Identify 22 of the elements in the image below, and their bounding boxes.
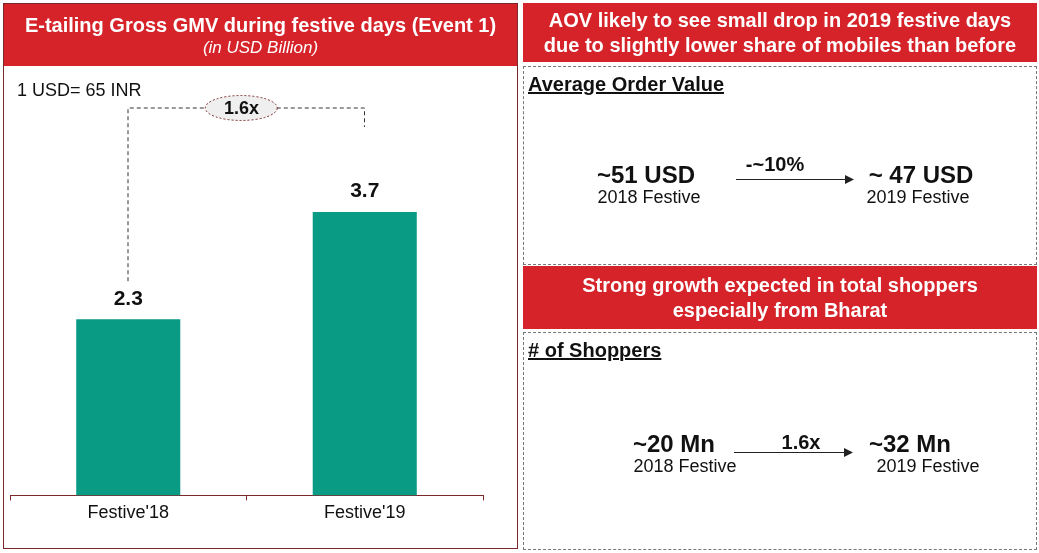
text: ~32 Mn xyxy=(868,430,952,457)
x-tick-label: Festive'19 xyxy=(324,502,406,523)
data-label: 2.3 xyxy=(113,285,143,309)
text: ~51 USD xyxy=(596,161,696,188)
text: 2018 Festive xyxy=(597,187,701,207)
data-label: 3.7 xyxy=(350,178,380,202)
text: Average Order Value xyxy=(528,73,725,95)
text: 1.6x xyxy=(781,431,821,453)
text: 2018 Festive xyxy=(633,456,737,476)
text: # of Shoppers xyxy=(528,339,662,361)
x-tick-label: Festive'18 xyxy=(87,502,169,523)
chart-subtitle: (in USD Billion) xyxy=(202,38,319,57)
text: 2019 Festive xyxy=(866,187,970,207)
text: -~10% xyxy=(745,153,805,175)
text: 1.6x xyxy=(223,98,260,118)
text: ~ 47 USD xyxy=(868,161,974,188)
text: ~20 Mn xyxy=(632,430,716,457)
text: Strong growth expected in total shoppers especially from Bharat xyxy=(582,273,978,321)
text: 1 USD= 65 INR xyxy=(17,80,142,100)
chart-title: E-tailing Gross GMV during festive days (Event 1) xyxy=(24,14,497,36)
text: AOV likely to see small drop in 2019 festive days due to slightly lower share of mobiles than before xyxy=(543,8,1017,56)
text: 2019 Festive xyxy=(876,456,980,476)
